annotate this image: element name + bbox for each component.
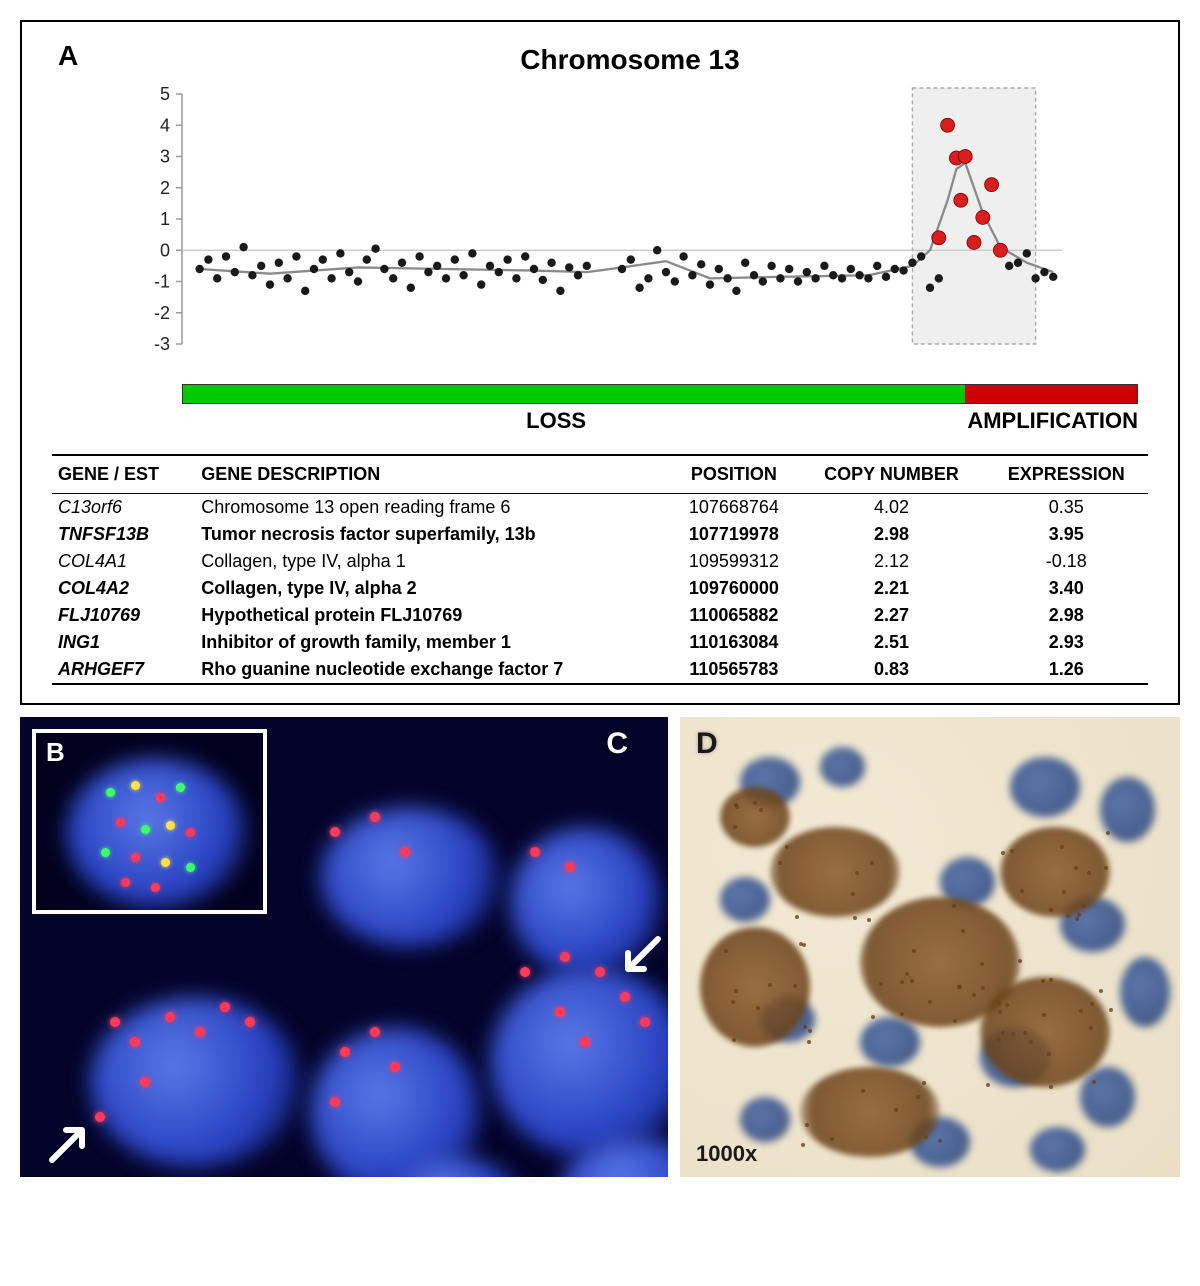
- amp-label: AMPLIFICATION: [967, 408, 1138, 434]
- table-row: C13orf6Chromosome 13 open reading frame …: [52, 494, 1148, 522]
- panel-a-label: A: [58, 40, 78, 72]
- loss-amp-labels: LOSS AMPLIFICATION: [182, 408, 1138, 436]
- svg-text:-3: -3: [154, 334, 170, 354]
- table-header: POSITION: [669, 455, 798, 494]
- table-row: ARHGEF7Rho guanine nucleotide exchange f…: [52, 656, 1148, 684]
- svg-text:4: 4: [160, 115, 170, 135]
- table-row: COL4A2Collagen, type IV, alpha 210976000…: [52, 575, 1148, 602]
- table-header: GENE / EST: [52, 455, 195, 494]
- panel-b-inset: B: [32, 729, 267, 914]
- table-row: ING1Inhibitor of growth family, member 1…: [52, 629, 1148, 656]
- svg-text:2: 2: [160, 178, 170, 198]
- table-header: EXPRESSION: [984, 455, 1148, 494]
- panel-d-label: D: [696, 727, 718, 761]
- svg-text:0: 0: [160, 240, 170, 260]
- gene-table: GENE / ESTGENE DESCRIPTIONPOSITIONCOPY N…: [52, 454, 1148, 685]
- table-row: TNFSF13BTumor necrosis factor superfamil…: [52, 521, 1148, 548]
- table-header: COPY NUMBER: [799, 455, 985, 494]
- panel-b-label: B: [46, 737, 65, 768]
- loss-amp-bar: [182, 384, 1138, 404]
- panel-bc: C B: [20, 717, 668, 1177]
- magnification-label: 1000x: [696, 1141, 757, 1167]
- table-row: COL4A1Collagen, type IV, alpha 110959931…: [52, 548, 1148, 575]
- table-row: FLJ10769Hypothetical protein FLJ10769110…: [52, 602, 1148, 629]
- bottom-row: C B D 1000x: [20, 717, 1180, 1177]
- svg-text:1: 1: [160, 209, 170, 229]
- panel-d: D 1000x: [680, 717, 1180, 1177]
- loss-label: LOSS: [526, 408, 586, 434]
- chart-title: Chromosome 13: [52, 44, 1148, 76]
- scatter-chart: -3 -2 -1 0 1 2 3 4 5: [112, 84, 1138, 384]
- svg-text:5: 5: [160, 84, 170, 104]
- table-header: GENE DESCRIPTION: [195, 455, 669, 494]
- svg-text:3: 3: [160, 147, 170, 167]
- panel-c-label: C: [606, 727, 628, 761]
- panel-a: A Chromosome 13 -3 -2 -1 0 1 2 3 4 5 LOSS AMPLIF…: [20, 20, 1180, 705]
- svg-text:-1: -1: [154, 272, 170, 292]
- svg-text:-2: -2: [154, 303, 170, 323]
